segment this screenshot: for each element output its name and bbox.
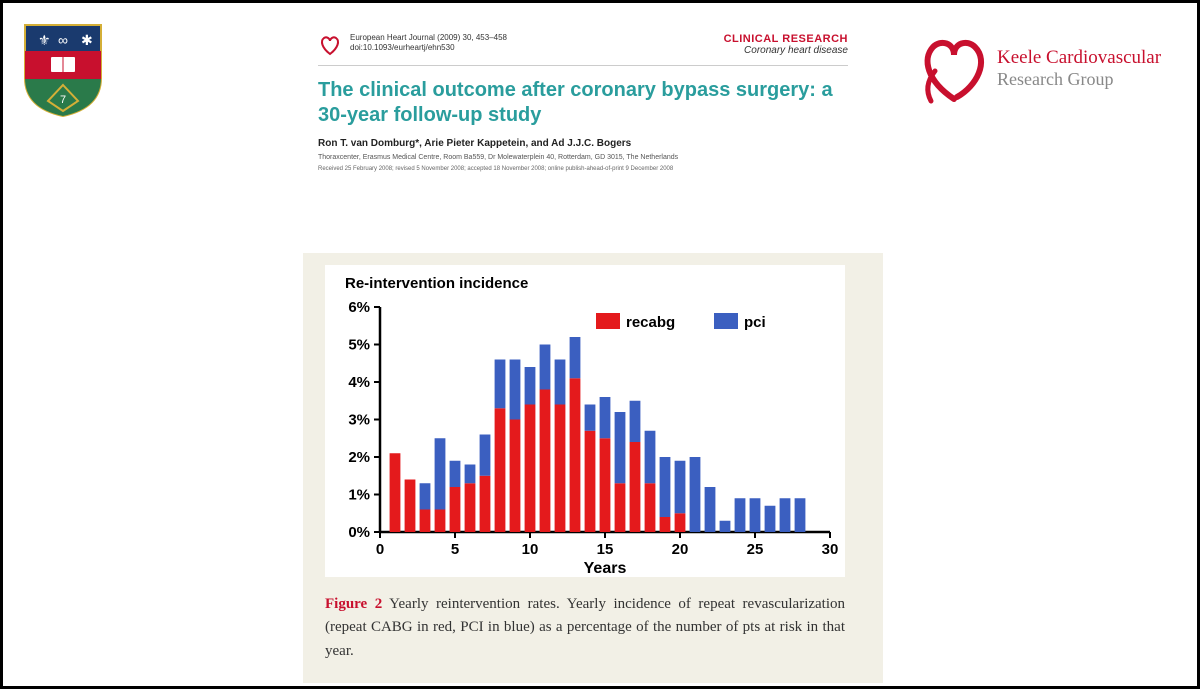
svg-text:7: 7 (60, 94, 66, 106)
figure-caption: Figure 2 Yearly reintervention rates. Ye… (325, 593, 845, 663)
reintervention-bar-chart: 0% 1% 2% 3% 4% 5% 6% 0 5 10 15 20 25 30 Years recabg pci (325, 297, 845, 577)
svg-text:5%: 5% (348, 337, 370, 354)
svg-text:3%: 3% (348, 412, 370, 429)
svg-text:6%: 6% (348, 299, 370, 316)
chart-title: Re-intervention incidence (325, 265, 845, 297)
svg-text:2%: 2% (348, 449, 370, 466)
svg-text:0: 0 (376, 541, 384, 558)
svg-text:pci: pci (744, 314, 766, 331)
svg-text:⚜: ⚜ (38, 32, 51, 48)
svg-text:4%: 4% (348, 374, 370, 391)
svg-text:∞: ∞ (58, 32, 68, 48)
svg-text:Years: Years (584, 560, 627, 577)
figure-caption-body: Yearly reintervention rates. Yearly inci… (325, 596, 845, 659)
university-shield-logo: ⚜ ∞ ✱ 7 (23, 23, 103, 118)
keele-logo-line2: Research Group (997, 69, 1161, 90)
esc-heart-icon (318, 33, 342, 57)
svg-text:10: 10 (522, 541, 539, 558)
figure-label: Figure 2 (325, 596, 382, 612)
svg-text:1%: 1% (348, 487, 370, 504)
svg-text:✱: ✱ (81, 32, 93, 48)
svg-text:25: 25 (747, 541, 764, 558)
keele-logo-line1: Keele Cardiovascular (997, 47, 1161, 69)
paper-affiliation: Thoraxcenter, Erasmus Medical Centre, Ro… (318, 154, 848, 161)
svg-text:20: 20 (672, 541, 689, 558)
svg-text:0%: 0% (348, 524, 370, 541)
paper-title: The clinical outcome after coronary bypa… (318, 78, 848, 128)
paper-header: European Heart Journal (2009) 30, 453–45… (303, 23, 863, 182)
svg-text:5: 5 (451, 541, 459, 558)
journal-citation: European Heart Journal (2009) 30, 453–45… (350, 33, 507, 43)
paper-section: CLINICAL RESEARCH (724, 33, 848, 45)
chart-container: Re-intervention incidence 0% 1% 2% 3% 4% 5% 6%… (325, 265, 845, 577)
heart-swoosh-icon (917, 31, 992, 106)
paper-dates: Received 25 February 2008; revised 5 Nov… (318, 166, 848, 172)
keele-research-group-logo: Keele Cardiovascular Research Group (917, 23, 1177, 113)
svg-text:30: 30 (822, 541, 839, 558)
figure-panel: Re-intervention incidence 0% 1% 2% 3% 4% 5% 6%… (303, 253, 883, 683)
svg-text:recabg: recabg (626, 314, 675, 331)
paper-doi: doi:10.1093/eurheartj/ehn530 (350, 43, 507, 53)
paper-subsection: Coronary heart disease (724, 45, 848, 56)
paper-authors: Ron T. van Domburg*, Arie Pieter Kappete… (318, 138, 848, 149)
svg-text:15: 15 (597, 541, 614, 558)
